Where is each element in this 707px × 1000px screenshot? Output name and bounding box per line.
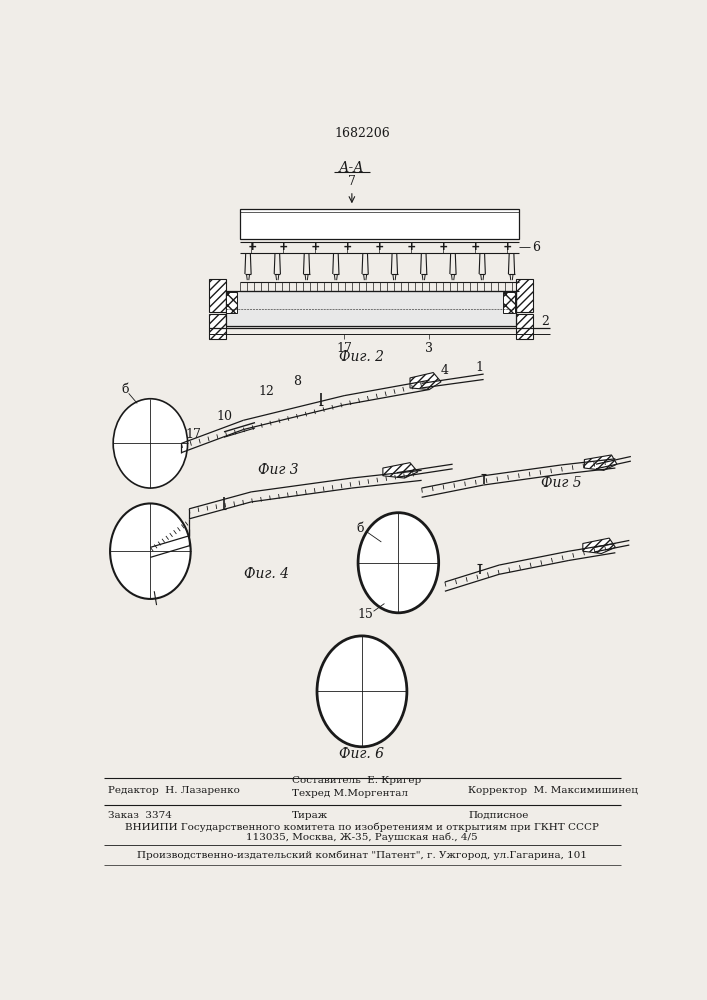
Text: 6: 6	[532, 241, 539, 254]
Ellipse shape	[317, 636, 407, 747]
Bar	[209, 314, 226, 339]
Polygon shape	[583, 538, 615, 554]
Text: Тираж: Тираж	[292, 811, 328, 820]
Bar	[516, 314, 533, 339]
Text: 10: 10	[216, 410, 232, 423]
Text: 3: 3	[426, 342, 433, 355]
Text: 4: 4	[441, 364, 449, 377]
Text: +: +	[376, 241, 383, 254]
Text: 12: 12	[259, 385, 274, 398]
Text: +: +	[344, 241, 351, 254]
Text: 15: 15	[358, 608, 374, 621]
Text: Фиг 5: Фиг 5	[541, 476, 581, 490]
Polygon shape	[585, 455, 617, 470]
Text: 1: 1	[476, 361, 484, 374]
Text: +: +	[408, 241, 416, 254]
Text: +: +	[312, 241, 320, 254]
Text: Подписное: Подписное	[468, 811, 529, 820]
Text: 17: 17	[185, 428, 201, 441]
Text: +: +	[248, 241, 256, 254]
Text: А-А: А-А	[339, 161, 365, 175]
Text: +: +	[472, 241, 479, 254]
Text: Фиг. 2: Фиг. 2	[339, 350, 385, 364]
Text: +: +	[280, 241, 288, 254]
Text: Корректор  М. Максимишинец: Корректор М. Максимишинец	[468, 786, 638, 795]
Bar	[226, 291, 516, 326]
Ellipse shape	[113, 399, 187, 488]
Text: 2: 2	[542, 315, 549, 328]
Bar	[240, 209, 519, 239]
Text: 7: 7	[348, 175, 356, 188]
Bar	[209, 279, 226, 312]
Polygon shape	[383, 463, 418, 478]
Text: +: +	[504, 241, 511, 254]
Text: б: б	[356, 522, 363, 535]
Ellipse shape	[110, 503, 191, 599]
Text: 1682206: 1682206	[334, 127, 390, 140]
Text: ВНИИПИ Государственного комитета по изобретениям и открытиям при ГКНТ СССР: ВНИИПИ Государственного комитета по изоб…	[125, 822, 599, 832]
Bar	[226, 292, 237, 313]
Text: Составитель  Е. Кригер
Техред М.Моргентал: Составитель Е. Кригер Техред М.Моргентал	[292, 776, 421, 798]
Text: Фиг. 6: Фиг. 6	[339, 747, 385, 761]
Text: Заказ  3374: Заказ 3374	[107, 811, 172, 820]
Text: Фиг 3: Фиг 3	[258, 463, 298, 477]
Bar	[503, 292, 515, 313]
Bar	[516, 279, 533, 312]
Text: 113035, Москва, Ж-35, Раушская наб., 4/5: 113035, Москва, Ж-35, Раушская наб., 4/5	[246, 832, 478, 842]
Text: Производственно-издательский комбинат "Патент", г. Ужгород, ул.Гагарина, 101: Производственно-издательский комбинат "П…	[137, 851, 587, 860]
Polygon shape	[410, 373, 441, 389]
Text: б: б	[122, 383, 129, 396]
Text: Фиг. 4: Фиг. 4	[244, 567, 289, 581]
Text: 8: 8	[293, 375, 302, 388]
Text: 17: 17	[337, 342, 352, 355]
Ellipse shape	[358, 513, 438, 613]
Text: +: +	[440, 241, 448, 254]
Text: Редактор  Н. Лазаренко: Редактор Н. Лазаренко	[107, 786, 240, 795]
